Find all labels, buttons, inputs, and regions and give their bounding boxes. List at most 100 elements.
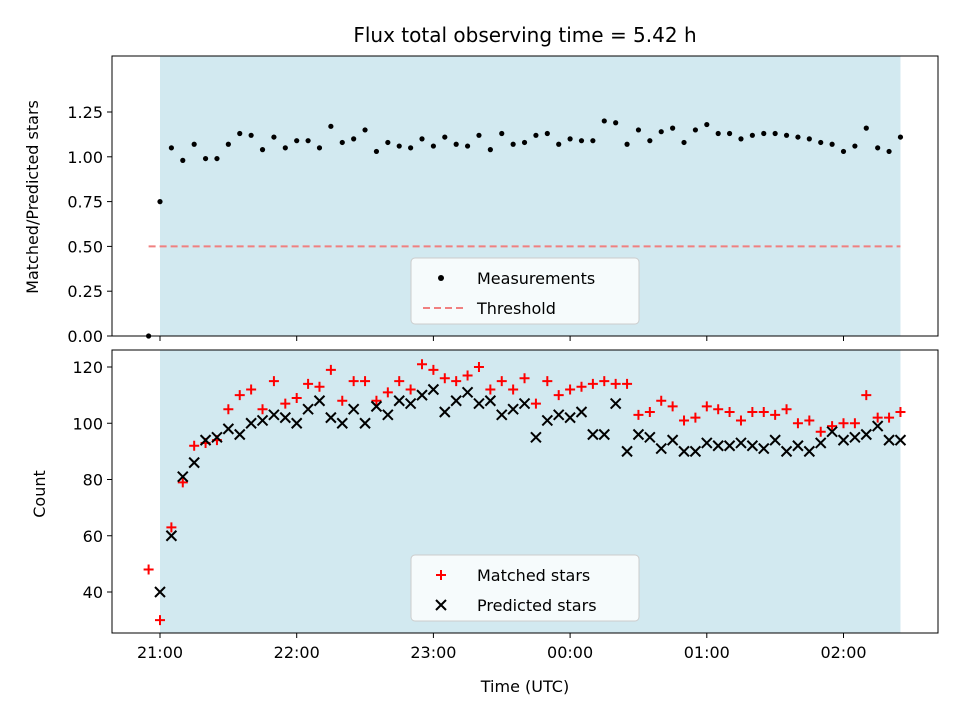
- data-point: [556, 141, 562, 147]
- data-point: [382, 387, 393, 398]
- data-point: [792, 418, 803, 429]
- data-point: [404, 397, 417, 410]
- data-point: [279, 411, 292, 424]
- data-point: [496, 409, 508, 421]
- data-point: [647, 138, 653, 144]
- series-measurements: [146, 118, 904, 339]
- data-point: [749, 132, 755, 138]
- data-point: [223, 404, 234, 415]
- data-point: [769, 434, 781, 446]
- y-tick-label: 0.75: [67, 193, 103, 212]
- data-point: [633, 409, 644, 420]
- data-point: [553, 409, 565, 421]
- legend: Measurements Threshold: [410, 257, 640, 325]
- data-point: [852, 143, 858, 149]
- legend-marker: [438, 275, 444, 281]
- data-point: [758, 442, 770, 455]
- legend-box: [410, 554, 640, 622]
- data-point: [792, 440, 804, 452]
- data-point: [679, 415, 690, 426]
- data-point: [895, 407, 906, 417]
- data-point: [761, 130, 767, 137]
- data-point: [806, 136, 812, 142]
- data-point: [655, 442, 667, 455]
- x-tick-label: 00:00: [547, 643, 593, 662]
- count-y-axis-label: Count: [30, 470, 49, 518]
- data-point: [803, 445, 816, 458]
- data-point: [781, 404, 792, 415]
- data-point: [587, 378, 598, 389]
- data-point: [533, 132, 539, 138]
- data-point: [747, 407, 758, 417]
- data-point: [396, 143, 402, 149]
- data-point: [487, 147, 493, 153]
- y-tick-label: 0.25: [67, 282, 103, 301]
- data-point: [484, 395, 497, 407]
- data-point: [726, 130, 733, 137]
- data-point: [541, 414, 554, 427]
- data-point: [815, 437, 827, 449]
- x-tick-label: 02:00: [820, 643, 866, 662]
- data-point: [339, 139, 345, 146]
- data-point: [485, 384, 496, 395]
- data-point: [328, 123, 334, 129]
- legend-label: Measurements: [477, 269, 595, 288]
- data-point: [225, 141, 231, 147]
- data-point: [222, 423, 235, 435]
- x-tick-label: 01:00: [684, 643, 730, 662]
- legend-marker: [435, 599, 447, 611]
- data-point: [271, 134, 277, 140]
- data-point: [188, 456, 200, 469]
- data-point: [658, 129, 664, 135]
- data-point: [314, 381, 325, 392]
- data-point: [872, 412, 883, 423]
- data-point: [360, 376, 371, 387]
- data-point: [280, 398, 291, 409]
- data-point: [565, 384, 576, 395]
- data-point: [723, 440, 736, 452]
- data-point: [622, 378, 633, 389]
- y-tick-label: 1.25: [67, 103, 103, 122]
- data-point: [783, 132, 790, 138]
- data-point: [670, 125, 676, 131]
- data-point: [587, 428, 599, 441]
- data-point: [635, 127, 642, 133]
- data-point: [838, 418, 849, 429]
- data-point: [681, 139, 687, 146]
- data-point: [544, 130, 550, 137]
- data-point: [439, 406, 451, 418]
- data-point: [442, 134, 448, 140]
- data-point: [875, 145, 881, 151]
- data-point: [508, 384, 519, 395]
- data-point: [837, 434, 850, 446]
- data-point: [393, 395, 405, 407]
- data-point: [476, 132, 482, 138]
- data-point: [177, 477, 188, 488]
- data-point: [268, 376, 279, 387]
- data-point: [325, 364, 336, 375]
- data-point: [827, 421, 838, 432]
- ratio-panel: 0.00 0.25 0.50 0.75 1.00 1.25 Measurements Thre…: [67, 55, 939, 346]
- data-point: [701, 401, 712, 412]
- data-point: [282, 145, 288, 151]
- data-point: [305, 138, 311, 144]
- data-point: [713, 404, 724, 415]
- data-point: [884, 412, 895, 423]
- y-tick-label: 40: [83, 583, 103, 602]
- data-point: [371, 395, 382, 406]
- data-point: [886, 148, 892, 155]
- data-point: [656, 395, 667, 406]
- data-point: [666, 434, 679, 446]
- data-point: [735, 437, 747, 449]
- chart-title: Flux total observing time = 5.42 h: [353, 23, 696, 47]
- data-point: [692, 127, 699, 133]
- data-point: [496, 376, 507, 387]
- data-point: [519, 373, 530, 384]
- data-point: [712, 440, 724, 452]
- data-point: [234, 428, 246, 441]
- data-point: [382, 409, 394, 421]
- data-point: [530, 431, 542, 444]
- data-point: [610, 378, 621, 389]
- data-point: [302, 403, 314, 415]
- data-point: [351, 136, 357, 142]
